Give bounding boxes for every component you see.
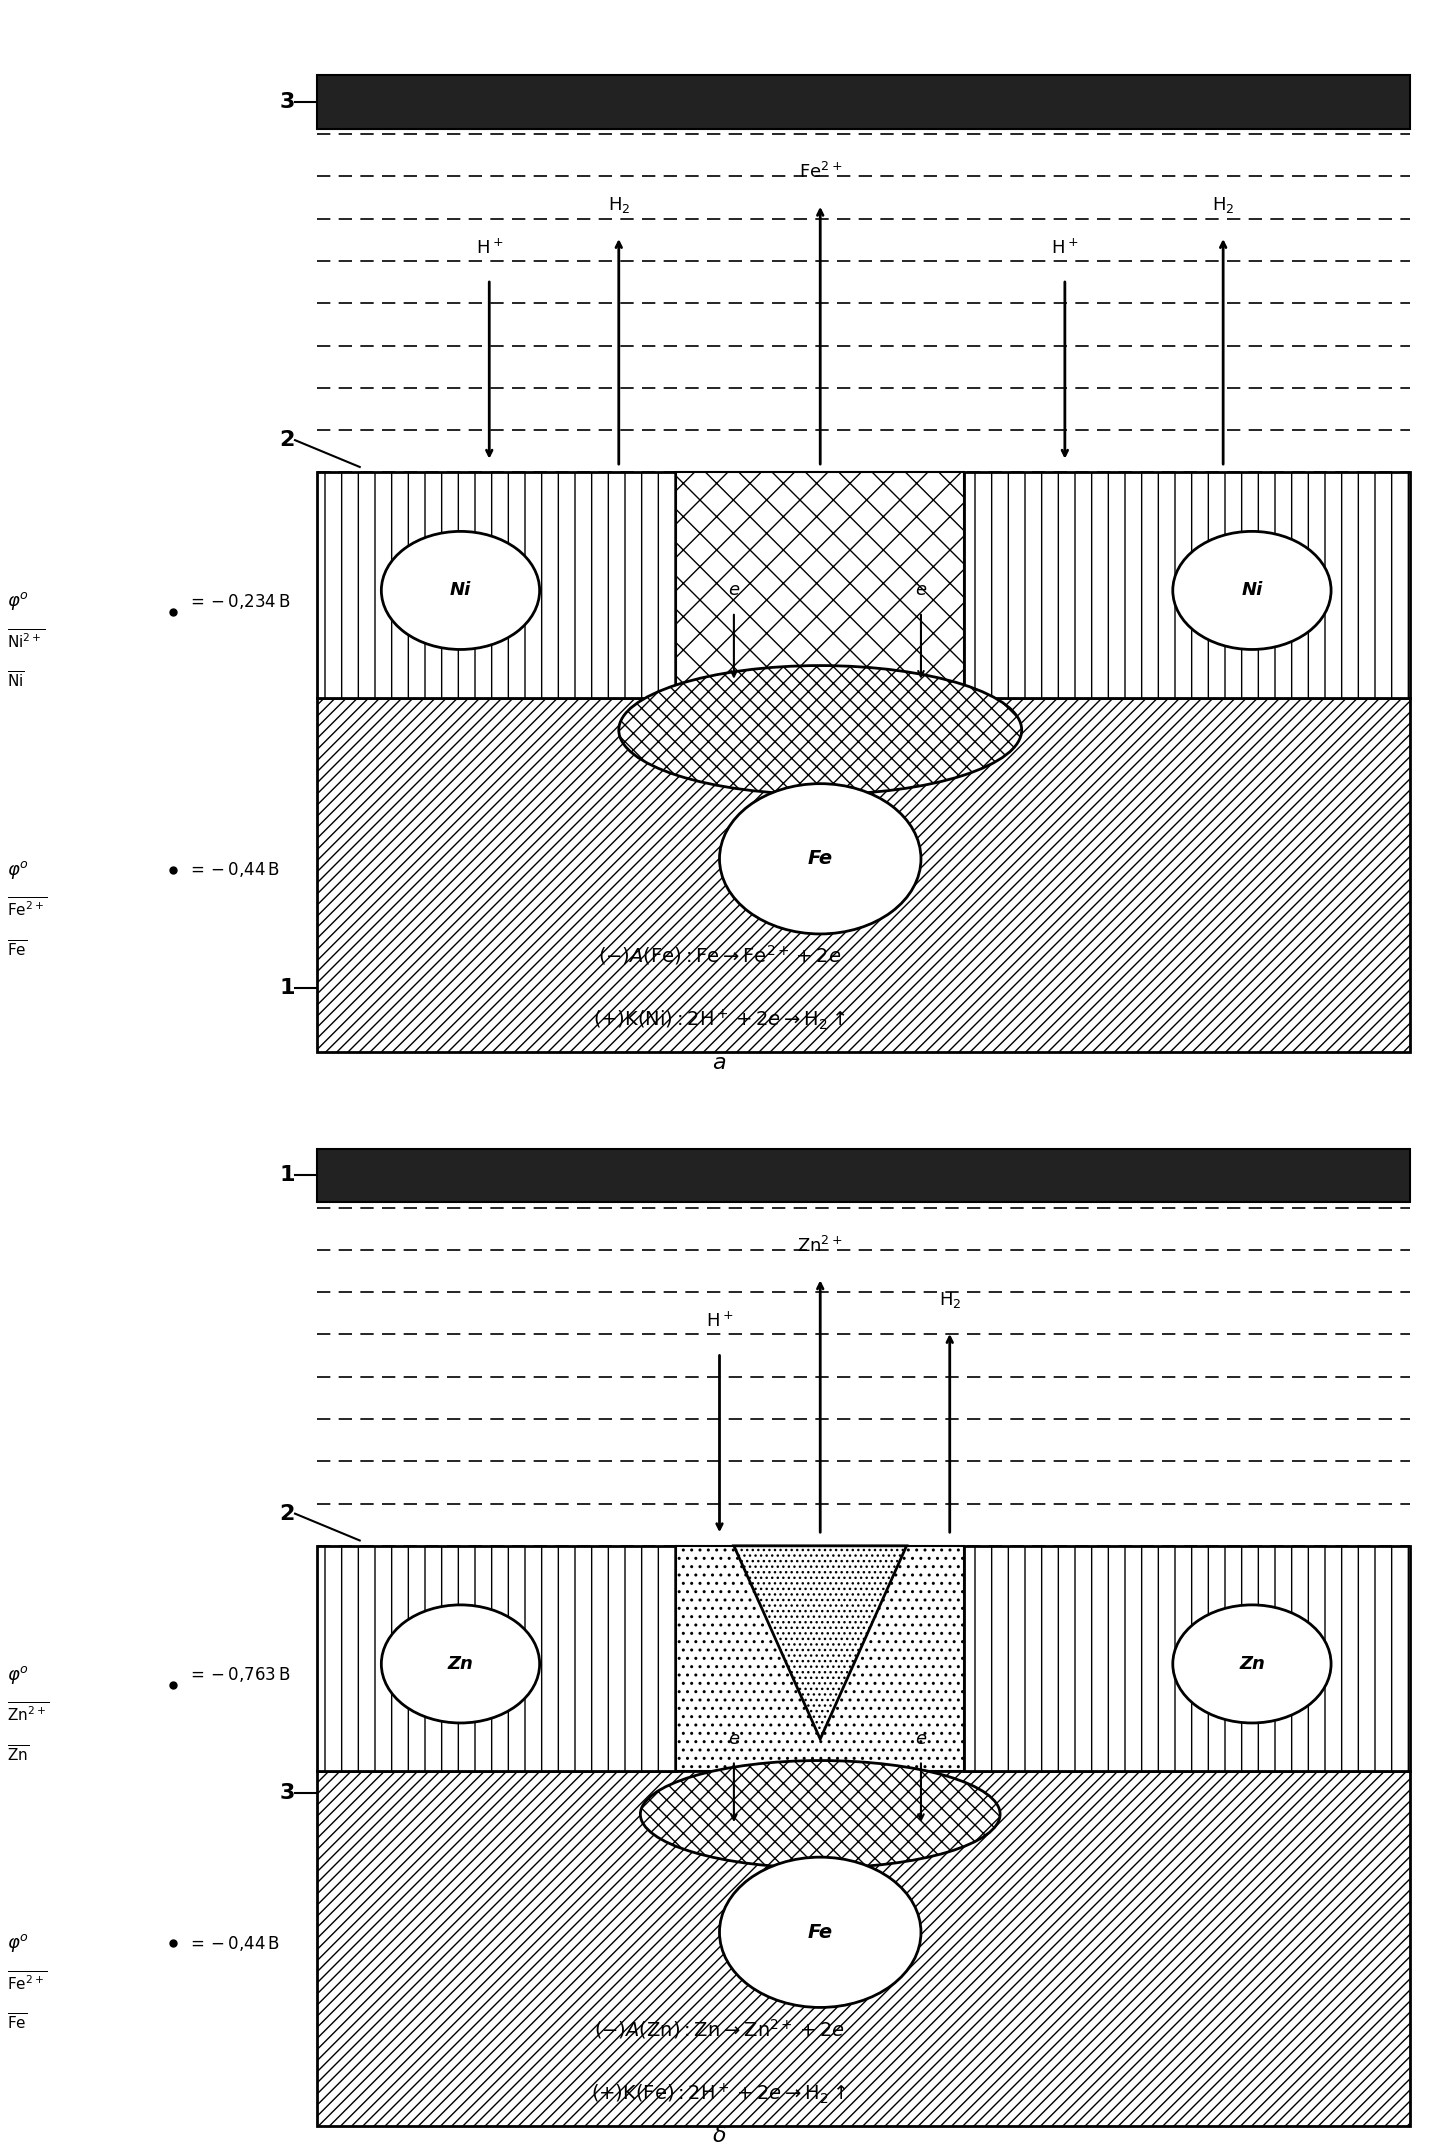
Ellipse shape	[619, 666, 1022, 794]
Bar	[676, 1546, 964, 1771]
Text: $\overline{\mathrm{Ni}^{2+}}$: $\overline{\mathrm{Ni}^{2+}}$	[7, 627, 46, 651]
Circle shape	[720, 1857, 921, 2007]
Text: $\varphi^o$: $\varphi^o$	[7, 590, 29, 612]
Text: $e$: $e$	[915, 1730, 927, 1748]
Circle shape	[381, 1604, 540, 1722]
Text: $\mathregular{Zn^{2+}}$: $\mathregular{Zn^{2+}}$	[797, 1237, 843, 1256]
Text: Zn: Zn	[448, 1655, 473, 1673]
Circle shape	[1173, 1604, 1331, 1722]
Text: $\overline{\mathrm{Zn}^{2+}}$: $\overline{\mathrm{Zn}^{2+}}$	[7, 1700, 50, 1724]
Text: $\varphi^o$: $\varphi^o$	[7, 1664, 29, 1685]
Text: $(-)A(\mathrm{Zn}):\mathrm{Zn}\to\mathrm{Zn}^{2+}+2e$: $(-)A(\mathrm{Zn}):\mathrm{Zn}\to\mathrm…	[594, 2016, 845, 2042]
Text: $e$: $e$	[915, 582, 927, 599]
Text: Ni: Ni	[450, 582, 471, 599]
Bar	[317, 1546, 676, 1771]
Polygon shape	[734, 1546, 907, 1739]
Bar	[317, 1771, 1410, 2126]
Text: $\mathregular{H^+}$: $\mathregular{H^+}$	[705, 1312, 734, 1331]
Text: 1: 1	[279, 977, 295, 998]
Text: $\overline{\mathrm{Ni}}$: $\overline{\mathrm{Ni}}$	[7, 670, 24, 691]
Text: $(+)\mathrm{K}(\mathrm{Fe}):2\mathrm{H}^++2e\to\mathrm{H}_2\uparrow$: $(+)\mathrm{K}(\mathrm{Fe}):2\mathrm{H}^…	[591, 2080, 848, 2106]
Text: Zn: Zn	[1239, 1655, 1265, 1673]
Ellipse shape	[640, 1761, 1000, 1868]
Bar	[317, 472, 676, 698]
Text: Fe: Fe	[807, 1924, 833, 1941]
Text: $e$: $e$	[728, 1730, 740, 1748]
Text: $\mathregular{H^+}$: $\mathregular{H^+}$	[1050, 238, 1079, 258]
Text: 3: 3	[279, 92, 295, 112]
Text: $\overline{\mathrm{Fe}^{2+}}$: $\overline{\mathrm{Fe}^{2+}}$	[7, 1971, 47, 1992]
Text: $\mathregular{Fe^{2+}}$: $\mathregular{Fe^{2+}}$	[799, 163, 842, 182]
Text: 3: 3	[279, 1782, 295, 1803]
Text: $\overline{\mathrm{Fe}}$: $\overline{\mathrm{Fe}}$	[7, 940, 27, 960]
Text: $a$: $a$	[712, 1052, 727, 1074]
Text: $(+)\mathrm{K}(\mathrm{Ni}):2\mathrm{H}^++2e\to\mathrm{H}_2\uparrow$: $(+)\mathrm{K}(\mathrm{Ni}):2\mathrm{H}^…	[593, 1007, 846, 1033]
Circle shape	[720, 784, 921, 934]
Text: $\delta$: $\delta$	[712, 2126, 727, 2147]
Text: $\varphi^o$: $\varphi^o$	[7, 1932, 29, 1954]
Bar	[676, 472, 964, 698]
Text: Fe: Fe	[807, 850, 833, 867]
Text: $\overline{\mathrm{Fe}^{2+}}$: $\overline{\mathrm{Fe}^{2+}}$	[7, 897, 47, 919]
Text: $\mathregular{H_2}$: $\mathregular{H_2}$	[607, 195, 630, 215]
Text: 1: 1	[279, 1166, 295, 1185]
Text: $= -0{,}763\,\mathrm{B}$: $= -0{,}763\,\mathrm{B}$	[187, 1666, 291, 1683]
Text: $= -0{,}44\,\mathrm{B}$: $= -0{,}44\,\mathrm{B}$	[187, 861, 279, 878]
Bar	[964, 472, 1410, 698]
Text: Ni: Ni	[1242, 582, 1262, 599]
Bar	[964, 1546, 1410, 1771]
Text: 2: 2	[279, 429, 295, 451]
Text: $\mathregular{H_2}$: $\mathregular{H_2}$	[1212, 195, 1235, 215]
Text: $\mathregular{H^+}$: $\mathregular{H^+}$	[475, 238, 504, 258]
Text: $= -0{,}234\,\mathrm{B}$: $= -0{,}234\,\mathrm{B}$	[187, 593, 291, 610]
Text: $= -0{,}44\,\mathrm{B}$: $= -0{,}44\,\mathrm{B}$	[187, 1934, 279, 1952]
Text: $\mathregular{H_2}$: $\mathregular{H_2}$	[938, 1290, 961, 1310]
Text: 2: 2	[279, 1503, 295, 1524]
Text: $\varphi^o$: $\varphi^o$	[7, 859, 29, 880]
Circle shape	[381, 530, 540, 648]
Text: $(-)A(\mathrm{Fe}):\mathrm{Fe}\to\mathrm{Fe}^{2+}+2e$: $(-)A(\mathrm{Fe}):\mathrm{Fe}\to\mathrm…	[597, 943, 842, 968]
Text: $\overline{\mathrm{Zn}}$: $\overline{\mathrm{Zn}}$	[7, 1743, 29, 1765]
Text: $e$: $e$	[728, 582, 740, 599]
Text: $\overline{\mathrm{Fe}}$: $\overline{\mathrm{Fe}}$	[7, 2014, 27, 2033]
Bar	[317, 698, 1410, 1052]
Bar	[317, 75, 1410, 129]
Circle shape	[1173, 530, 1331, 648]
Bar	[317, 1149, 1410, 1202]
